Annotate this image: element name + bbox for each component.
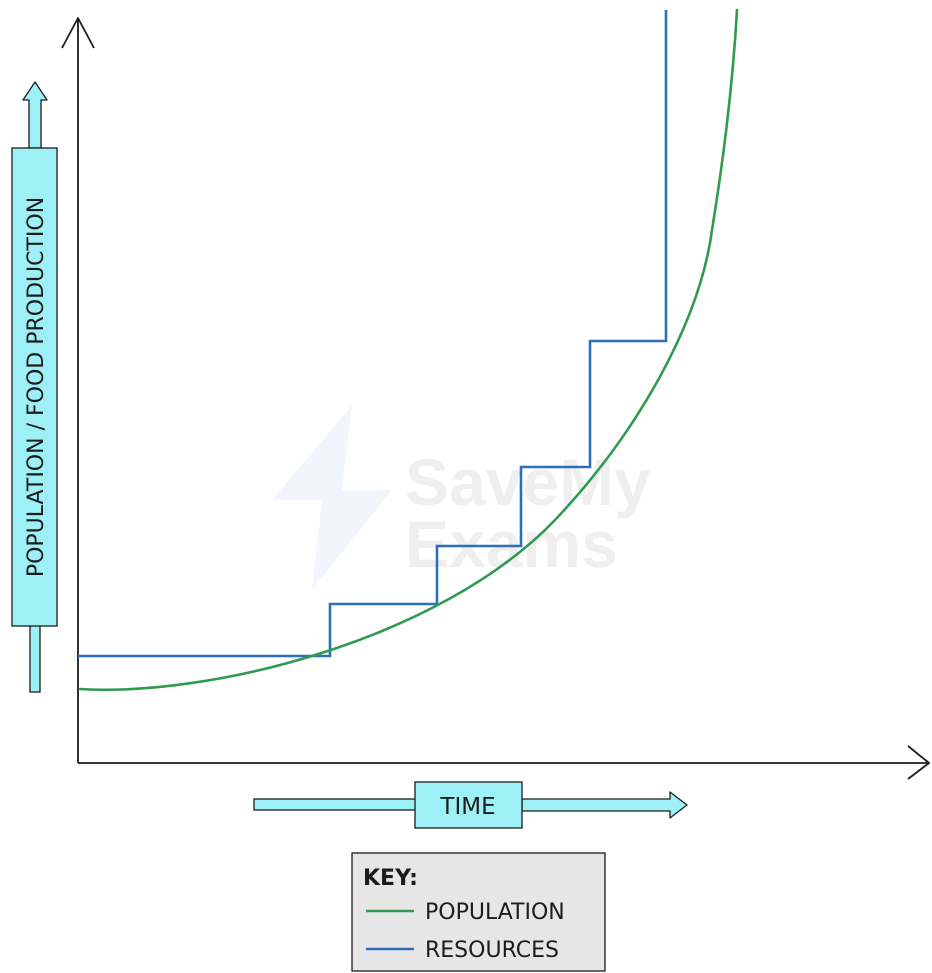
x-axis-arrowhead [907, 745, 930, 780]
y-axis-label: POPULATION / FOOD PRODUCTION [24, 197, 49, 577]
x-label-box [414, 781, 523, 829]
legend: KEY: POPULATION RESOURCES [351, 852, 606, 972]
legend-label-resources: RESOURCES [425, 938, 559, 963]
y-label-box [11, 147, 58, 627]
legend-label-population: POPULATION [425, 900, 565, 925]
y-axis-arrowhead [61, 17, 95, 49]
series-resources-line [78, 10, 668, 658]
legend-title: KEY: [363, 866, 418, 891]
watermark: SaveMy Exams [272, 405, 669, 590]
x-label-arrow [253, 781, 688, 829]
watermark-text: SaveMy Exams [405, 445, 669, 581]
series-population-line [78, 8, 739, 691]
x-axis-label: TIME [439, 794, 495, 820]
watermark-bolt-icon [272, 405, 392, 590]
y-label-arrow [11, 81, 58, 693]
